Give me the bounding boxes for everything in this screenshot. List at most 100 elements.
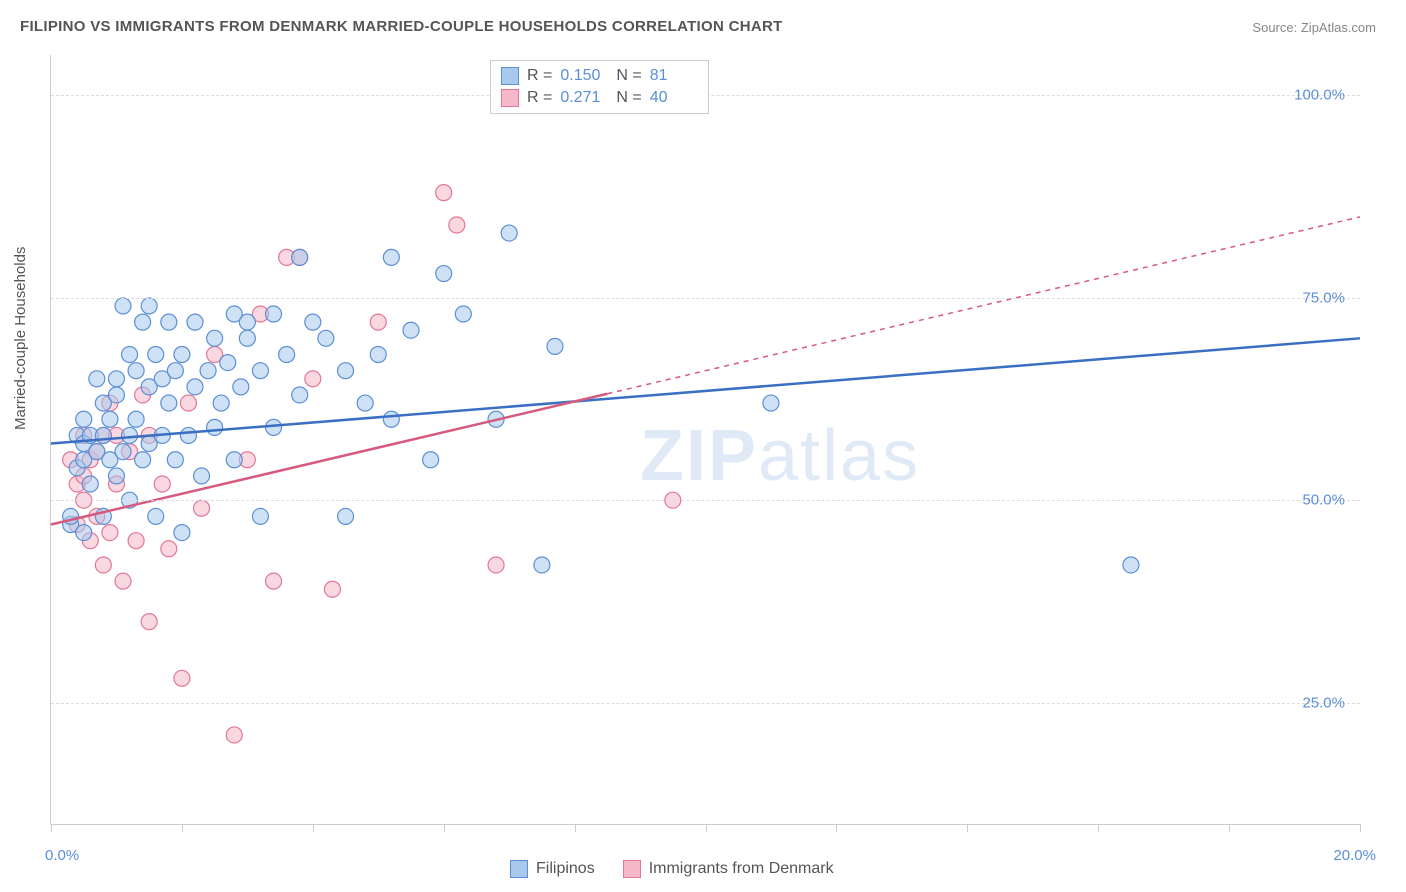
x-tick (51, 824, 52, 832)
scatter-point-denmark (95, 557, 111, 573)
x-tick-label-max: 20.0% (1333, 847, 1376, 864)
scatter-point-filipinos (174, 347, 190, 363)
scatter-point-filipinos (161, 395, 177, 411)
scatter-point-filipinos (763, 395, 779, 411)
scatter-point-filipinos (207, 330, 223, 346)
swatch-filipinos (501, 67, 519, 85)
scatter-point-denmark (141, 614, 157, 630)
scatter-point-filipinos (95, 427, 111, 443)
correlation-legend: R = 0.150 N = 81 R = 0.271 N = 40 (490, 60, 709, 114)
scatter-point-denmark (449, 217, 465, 233)
scatter-point-filipinos (338, 363, 354, 379)
scatter-point-filipinos (200, 363, 216, 379)
x-tick (182, 824, 183, 832)
scatter-point-denmark (154, 476, 170, 492)
scatter-point-filipinos (148, 347, 164, 363)
source-attribution: Source: ZipAtlas.com (1252, 20, 1376, 35)
scatter-point-denmark (324, 581, 340, 597)
r-label: R = (527, 89, 552, 107)
swatch-denmark-bottom (623, 860, 641, 878)
scatter-point-filipinos (76, 525, 92, 541)
scatter-point-filipinos (115, 298, 131, 314)
scatter-point-filipinos (318, 330, 334, 346)
scatter-point-filipinos (135, 452, 151, 468)
source-label: Source: (1252, 20, 1297, 35)
scatter-point-filipinos (252, 508, 268, 524)
scatter-point-filipinos (180, 427, 196, 443)
scatter-point-denmark (102, 525, 118, 541)
scatter-point-denmark (180, 395, 196, 411)
scatter-point-filipinos (423, 452, 439, 468)
scatter-point-filipinos (207, 419, 223, 435)
scatter-point-filipinos (436, 266, 452, 282)
scatter-point-filipinos (455, 306, 471, 322)
scatter-point-denmark (174, 670, 190, 686)
trend-line-dashed-denmark (607, 217, 1360, 394)
legend-item-denmark: Immigrants from Denmark (623, 860, 834, 878)
n-value-denmark: 40 (650, 89, 698, 107)
scatter-point-filipinos (135, 314, 151, 330)
scatter-point-filipinos (233, 379, 249, 395)
scatter-point-filipinos (1123, 557, 1139, 573)
scatter-point-filipinos (148, 508, 164, 524)
scatter-point-filipinos (174, 525, 190, 541)
legend-row-denmark: R = 0.271 N = 40 (501, 87, 698, 109)
scatter-point-denmark (194, 500, 210, 516)
scatter-point-filipinos (279, 347, 295, 363)
r-label: R = (527, 67, 552, 85)
plot-area: 25.0% 50.0% 75.0% 100.0% (50, 55, 1360, 825)
scatter-point-filipinos (76, 411, 92, 427)
scatter-point-denmark (161, 541, 177, 557)
r-value-denmark: 0.271 (560, 89, 608, 107)
chart-title: FILIPINO VS IMMIGRANTS FROM DENMARK MARR… (20, 18, 783, 35)
swatch-denmark (501, 89, 519, 107)
scatter-point-filipinos (239, 330, 255, 346)
scatter-point-filipinos (357, 395, 373, 411)
r-value-filipinos: 0.150 (560, 67, 608, 85)
n-label: N = (616, 67, 641, 85)
scatter-point-filipinos (82, 476, 98, 492)
scatter-point-filipinos (122, 427, 138, 443)
scatter-point-filipinos (220, 355, 236, 371)
scatter-point-denmark (115, 573, 131, 589)
scatter-point-denmark (436, 185, 452, 201)
source-value: ZipAtlas.com (1301, 20, 1376, 35)
scatter-point-filipinos (108, 387, 124, 403)
scatter-point-filipinos (89, 371, 105, 387)
scatter-point-filipinos (370, 347, 386, 363)
x-tick (1360, 824, 1361, 832)
scatter-point-filipinos (194, 468, 210, 484)
scatter-point-filipinos (213, 395, 229, 411)
scatter-point-filipinos (266, 306, 282, 322)
gridline (51, 298, 1360, 299)
scatter-point-filipinos (305, 314, 321, 330)
swatch-filipinos-bottom (510, 860, 528, 878)
legend-item-filipinos: Filipinos (510, 860, 595, 878)
x-tick (967, 824, 968, 832)
scatter-point-filipinos (102, 411, 118, 427)
scatter-point-filipinos (141, 298, 157, 314)
scatter-point-denmark (128, 533, 144, 549)
scatter-point-filipinos (501, 225, 517, 241)
scatter-point-filipinos (292, 249, 308, 265)
scatter-point-denmark (226, 727, 242, 743)
gridline (51, 500, 1360, 501)
n-value-filipinos: 81 (650, 67, 698, 85)
scatter-point-filipinos (383, 411, 399, 427)
scatter-point-filipinos (187, 314, 203, 330)
scatter-point-filipinos (403, 322, 419, 338)
scatter-point-denmark (370, 314, 386, 330)
chart-container: FILIPINO VS IMMIGRANTS FROM DENMARK MARR… (0, 0, 1406, 892)
scatter-point-filipinos (239, 314, 255, 330)
scatter-point-filipinos (128, 411, 144, 427)
y-tick-label: 100.0% (1294, 87, 1345, 104)
y-tick-label: 25.0% (1302, 694, 1345, 711)
x-tick (575, 824, 576, 832)
y-axis-label: Married-couple Households (12, 247, 29, 430)
y-tick-label: 50.0% (1302, 492, 1345, 509)
x-tick (836, 824, 837, 832)
y-tick-label: 75.0% (1302, 289, 1345, 306)
scatter-point-filipinos (161, 314, 177, 330)
scatter-point-filipinos (108, 468, 124, 484)
scatter-point-filipinos (115, 444, 131, 460)
